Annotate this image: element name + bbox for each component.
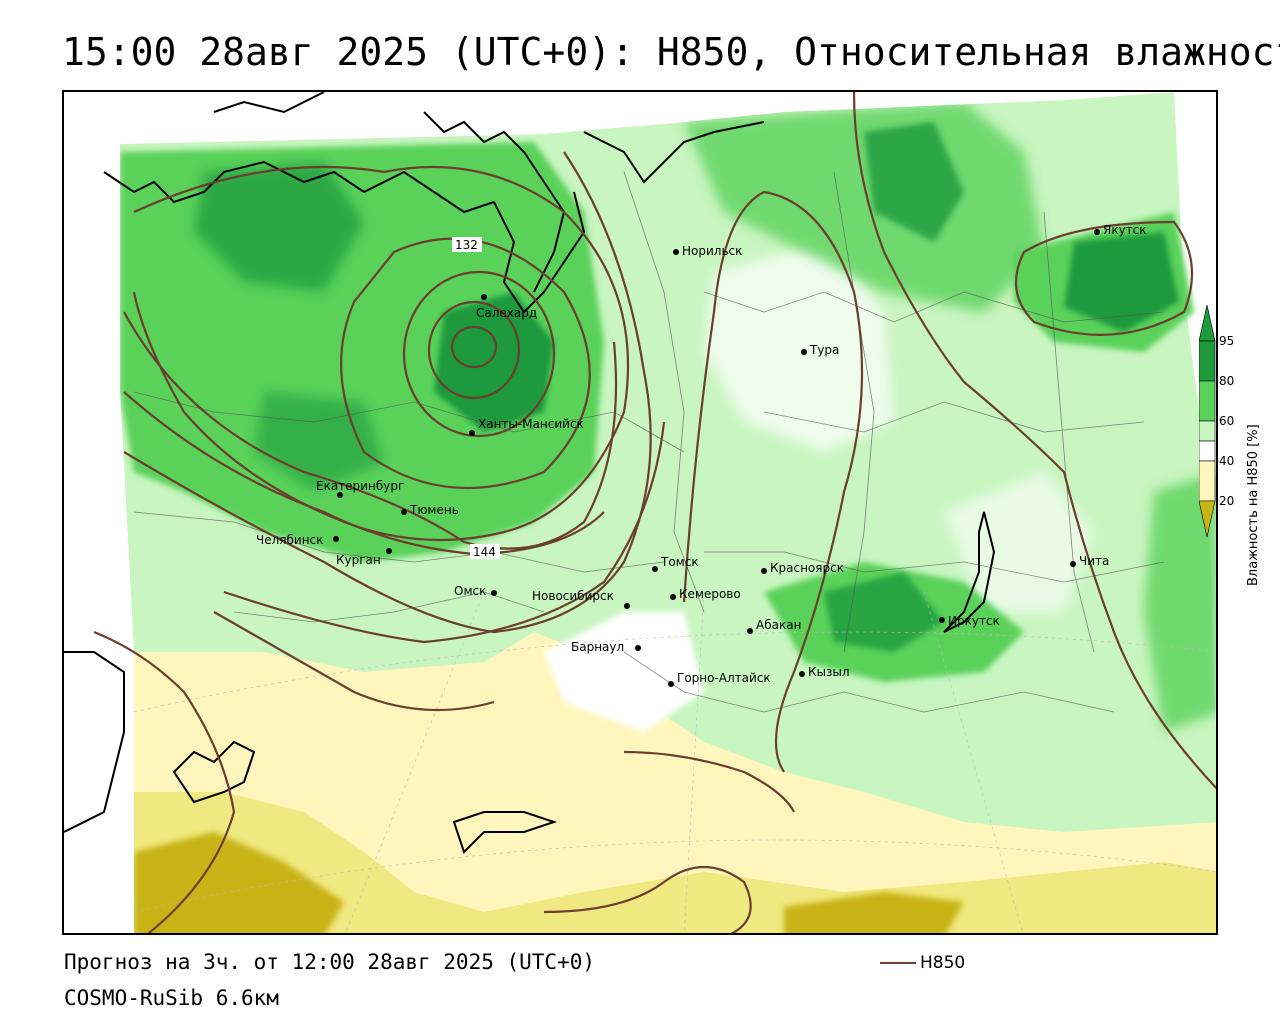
wet-zone-east (1144, 473, 1216, 732)
city-yakutsk: Якутск (1103, 223, 1147, 237)
colorbar-tick-80: 80 (1219, 374, 1234, 388)
colorbar-tick-60: 60 (1219, 414, 1234, 428)
very-wet-core-3 (1064, 232, 1179, 332)
city-kyzyl: Кызыл (808, 665, 850, 679)
city-chelyabinsk: Челябинск (256, 533, 323, 547)
colorbar-tick-95: 95 (1219, 334, 1234, 348)
very-dry-core-2 (784, 892, 964, 933)
very-wet-core-2 (194, 162, 364, 292)
city-irkutsk: Иркутск (948, 614, 1000, 628)
map-canvas: 132 144 Норильск Якутск Салехард Тура Ха… (64, 92, 1216, 933)
city-kurgan: Курган (336, 553, 381, 567)
humidity-colorbar: 95 80 60 40 20 (1198, 304, 1279, 545)
colorbar-top-arrow (1198, 304, 1216, 342)
forecast-info: Прогноз на 3ч. от 12:00 28авг 2025 (UTC+… (64, 950, 596, 974)
city-ekaterinburg: Екатеринбург (316, 479, 404, 493)
colorbar-moist (1198, 420, 1216, 442)
admin-boundaries (133, 171, 1165, 713)
colorbar-very-wet (1198, 340, 1216, 382)
city-salekhard: Салехард (476, 306, 537, 320)
map-title: 15:00 28авг 2025 (UTC+0): H850, Относите… (62, 30, 1280, 74)
graticule (133, 591, 1216, 933)
map-area[interactable]: 132 144 Норильск Якутск Салехард Тура Ха… (62, 90, 1218, 935)
very-wet-core-6 (254, 392, 384, 492)
colorbar-wet (1198, 380, 1216, 422)
city-novosibirsk: Новосибирск (532, 589, 614, 603)
very-dry-core (134, 832, 344, 933)
colorbar-tick-20: 20 (1219, 494, 1234, 508)
city-markers: Норильск Якутск Салехард Тура Ханты-Манс… (256, 223, 1147, 687)
model-name: COSMO-RuSib 6.6км (64, 986, 279, 1010)
very-dry-zone (134, 792, 1216, 933)
contour-label-132: 132 (455, 238, 478, 252)
city-omsk: Омск (454, 584, 486, 598)
contour-legend: H850 (880, 953, 965, 973)
white-gap-2 (704, 242, 894, 452)
colorbar-slightly-dry (1198, 460, 1216, 502)
wet-zone-north (684, 102, 1044, 312)
city-barnaul: Барнаул (571, 640, 624, 654)
contour-label-144: 144 (473, 545, 496, 559)
city-khanty-mansiysk: Ханты-Мансийск (478, 417, 584, 431)
city-abakan: Абакан (756, 618, 801, 632)
city-tomsk: Томск (660, 555, 699, 569)
contour-legend-label: H850 (920, 953, 966, 973)
contour-labels: 132 144 (452, 237, 500, 559)
humidity-field (120, 92, 1216, 933)
contour-line-swatch (880, 962, 916, 964)
city-kemerovo: Кемерово (679, 587, 741, 601)
colorbar-unit-label: Влажность на H850 [%] (1246, 424, 1261, 586)
city-krasnoyarsk: Красноярск (770, 561, 844, 575)
city-chita: Чита (1079, 554, 1109, 568)
city-gorno-altaysk: Горно-Алтайск (677, 671, 771, 685)
h850-contours (93, 92, 1216, 933)
very-wet-core-4 (864, 122, 964, 242)
city-norilsk: Норильск (682, 244, 742, 258)
colorbar-neutral (1198, 440, 1216, 462)
colorbar-tick-40: 40 (1219, 454, 1234, 468)
city-tyumen: Тюмень (409, 503, 459, 517)
colorbar-bottom-arrow (1198, 500, 1216, 538)
city-tura: Тура (809, 343, 839, 357)
coastlines (64, 92, 996, 854)
white-gap-1 (544, 612, 704, 732)
white-gap-3 (944, 472, 1094, 612)
